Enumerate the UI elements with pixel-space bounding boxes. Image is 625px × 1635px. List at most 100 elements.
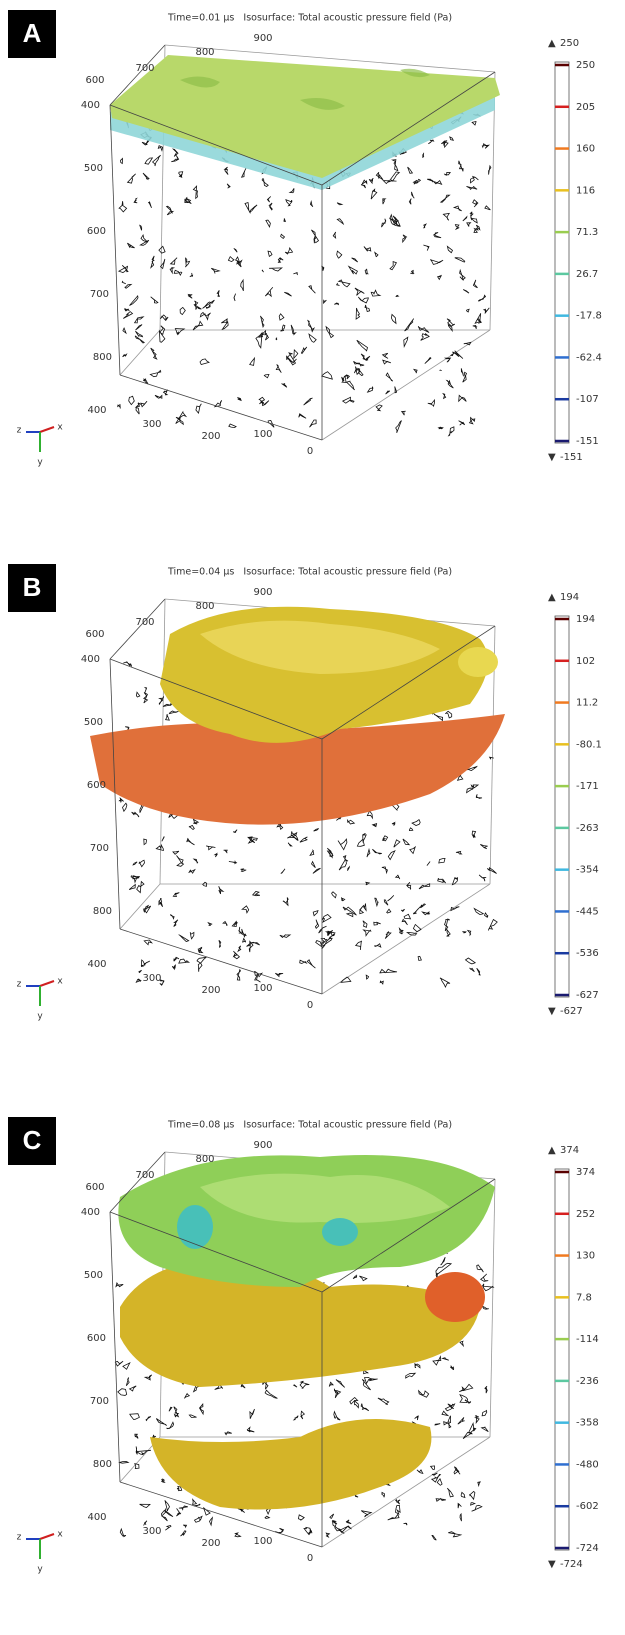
axis-tick-label: 700: [90, 289, 109, 300]
colorbar-max-arrow: ▲: [548, 592, 556, 603]
contour: [200, 359, 209, 365]
contour: [125, 309, 129, 311]
colorbar-tick-label: -445: [576, 906, 599, 917]
contour: [383, 199, 386, 204]
contour: [139, 970, 142, 973]
contour: [266, 220, 271, 227]
contour: [337, 251, 342, 258]
contour: [442, 1411, 448, 1415]
contour: [482, 1284, 493, 1291]
contour: [152, 1435, 156, 1438]
contour: [194, 859, 198, 863]
contour: [148, 202, 151, 208]
contour: [490, 757, 494, 759]
contour: [371, 290, 380, 296]
triad-axis: [40, 427, 54, 432]
contour: [460, 270, 466, 280]
contour: [364, 247, 371, 252]
contour: [414, 179, 421, 184]
contour: [166, 1509, 173, 1517]
contour: [404, 337, 408, 346]
contour: [334, 303, 338, 305]
contour: [115, 1361, 123, 1366]
contour: [445, 711, 451, 718]
contour: [347, 381, 355, 390]
contour: [139, 860, 145, 867]
contour: [469, 1491, 475, 1499]
contour: [234, 294, 236, 301]
contour: [116, 1283, 123, 1287]
contour: [136, 408, 139, 414]
contour: [450, 1366, 453, 1370]
contour: [145, 1375, 152, 1380]
contour: [360, 906, 364, 914]
contour: [348, 820, 355, 824]
contour: [144, 940, 152, 945]
contour: [144, 1521, 147, 1526]
contour: [433, 1357, 441, 1365]
contour: [403, 235, 407, 242]
contour: [172, 965, 175, 970]
colorbar-tick-label: 250: [576, 60, 595, 71]
contour: [174, 920, 178, 927]
contour: [229, 424, 236, 428]
contour: [414, 907, 421, 914]
contour: [414, 369, 417, 373]
contour: [408, 167, 413, 173]
contour: [175, 329, 184, 336]
axis-tick-label: 200: [201, 431, 220, 442]
contour: [482, 1427, 489, 1432]
contour: [461, 1492, 465, 1497]
axis-tick-label: 600: [87, 780, 106, 791]
contour: [193, 819, 198, 824]
contour: [391, 172, 400, 181]
contour: [399, 928, 403, 931]
contour: [382, 1492, 385, 1497]
axis-tick-label: 400: [87, 405, 106, 416]
contour: [262, 270, 264, 272]
contour: [460, 1341, 463, 1346]
contour: [476, 794, 482, 798]
contour: [206, 313, 211, 320]
contour: [179, 1506, 188, 1510]
contour: [343, 397, 354, 403]
contour: [135, 331, 142, 337]
contour: [151, 297, 158, 303]
colorbar-tick-label: 130: [576, 1251, 595, 1262]
contour: [333, 232, 335, 238]
contour: [165, 1525, 171, 1530]
contour: [217, 290, 219, 296]
contour: [135, 317, 144, 323]
contour: [144, 961, 150, 965]
contour: [227, 184, 230, 188]
contour: [223, 922, 227, 926]
contour: [233, 830, 237, 833]
contour: [130, 296, 139, 306]
contour: [141, 235, 148, 242]
contour: [173, 893, 179, 897]
contour: [488, 920, 497, 931]
colorbar-tick-label: 205: [576, 102, 595, 113]
contour: [179, 935, 188, 942]
contour: [404, 914, 410, 919]
contour: [247, 1427, 250, 1432]
colorbar-tick-label: 102: [576, 656, 595, 667]
contour: [179, 959, 189, 963]
contour: [482, 1410, 487, 1416]
contour: [447, 930, 451, 936]
contour: [294, 1416, 298, 1420]
isosurface: [425, 1272, 485, 1322]
contour: [475, 1416, 479, 1423]
colorbar-tick-label: -236: [576, 1376, 599, 1387]
contour: [481, 1274, 489, 1281]
contour: [458, 1504, 461, 1509]
contour: [467, 309, 470, 312]
contour: [425, 358, 431, 364]
axis-tick-label: 800: [195, 1154, 214, 1165]
contour: [193, 1500, 197, 1505]
contour: [225, 1432, 232, 1435]
contour: [454, 1469, 459, 1474]
contour: [358, 368, 363, 375]
colorbar-tick-label: -358: [576, 1418, 599, 1429]
contour: [380, 981, 383, 984]
